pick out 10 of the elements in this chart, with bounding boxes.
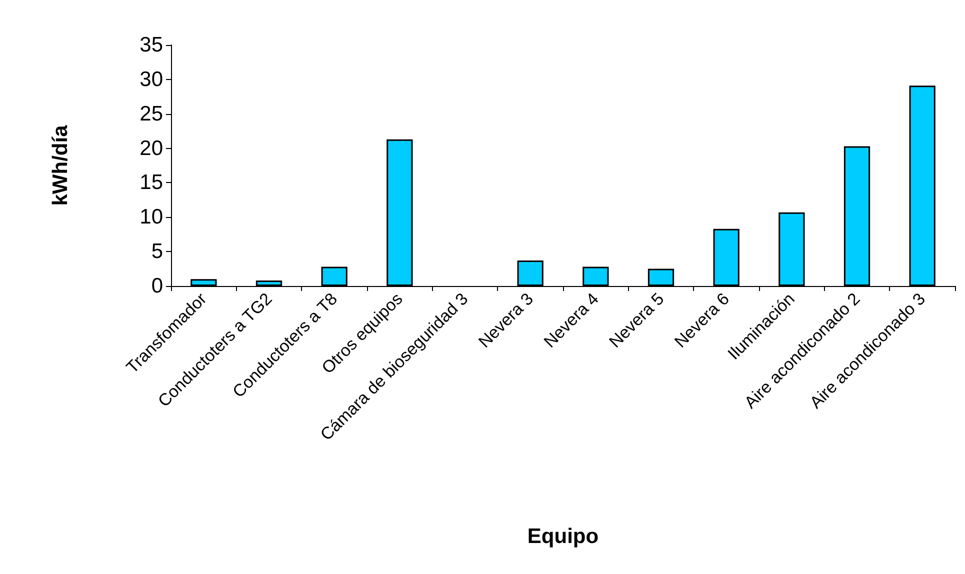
y-tick-label: 25 [140,102,163,126]
y-tick-label: 30 [140,68,163,91]
y-tick-label: 20 [140,136,163,160]
y-tick-label: 35 [140,34,163,56]
y-axis-title: kWh/día [49,124,72,206]
y-tick-label: 10 [140,206,163,229]
y-tick-label: 15 [140,171,163,194]
y-tick-label: 5 [151,240,163,264]
x-axis-title: Equipo [527,525,599,548]
y-tick-label: 0 [151,274,163,298]
